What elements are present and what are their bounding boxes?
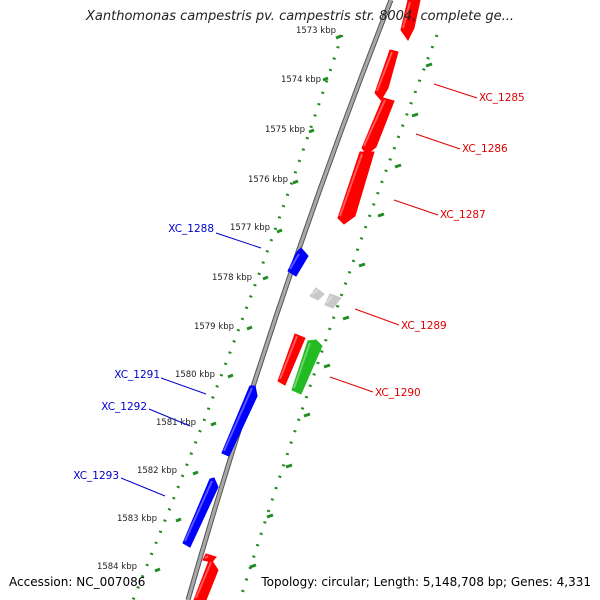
scale-label-layer: 1573 kbp 1574 kbp 1575 kbp 1576 kbp 1577 kbp… [97,26,336,572]
gene-arrow-unlabeled[interactable] [202,553,217,563]
scale-label: 1578 kbp [212,273,252,283]
gene-label-xc-1285[interactable]: XC_1285 [479,92,525,104]
scale-label: 1584 kbp [97,562,137,572]
gene-label-xc-1286[interactable]: XC_1286 [462,143,508,155]
gene-label-layer[interactable]: XC_1285 XC_1286 XC_1287 XC_1288 XC_1289 XC_12… [73,83,525,497]
major-tick [246,325,253,331]
major-tick [394,163,402,169]
scale-label: 1577 kbp [230,223,270,233]
gene-arrow-xc-1289[interactable] [309,287,325,301]
genome-backbone-shadow [185,0,394,600]
gene-arrow-xc-1285-highlight [376,51,393,92]
scale-label: 1576 kbp [248,175,288,185]
gene-label-xc-1288[interactable]: XC_1288 [168,223,214,235]
gene-arrow-unlabeled[interactable] [193,556,219,600]
gene-arrow-xc-1289-highlight [311,289,319,295]
backbone-layer [185,0,394,600]
gene-arrow-xc-1293[interactable] [182,477,219,548]
gene-arrow-unlabeled-highlight [279,335,298,380]
summary-text: Topology: circular; Length: 5,148,708 bp… [261,575,591,589]
leader-line-xc-1289 [354,308,400,326]
major-tick [303,412,311,418]
leader-line-xc-1285 [433,83,478,99]
gene-arrow-xc-1287-highlight [339,153,363,217]
gene-arrow-xc-1286-highlight [363,99,386,147]
leader-line-xc-1286 [415,133,461,150]
leader-line-xc-1292 [148,408,191,427]
gene-arrow-xc-1288-highlight [289,253,300,270]
major-tick [292,179,299,185]
gene-arrow-xc-1285[interactable] [374,49,399,101]
major-tick [322,76,329,82]
scale-label: 1581 kbp [156,418,196,428]
major-tick [175,517,182,523]
gene-label-xc-1291[interactable]: XC_1291 [114,369,160,381]
major-tick [276,228,283,234]
gene-arrow-xc-1285[interactable] [400,0,421,41]
map-title: Xanthomonas campestris pv. campestris st… [86,9,514,24]
major-tick [377,212,385,218]
accession-text: Accession: NC_007086 [9,575,146,589]
genome-backbone [186,0,393,600]
major-tick [154,567,161,573]
major-tick [323,363,331,369]
gene-layer[interactable] [182,0,421,600]
major-tick [342,315,350,321]
major-tick [335,34,342,40]
gene-arrow-xc-1292[interactable] [221,385,258,457]
gene-arrow-xc-1287[interactable] [337,151,375,225]
leader-line-xc-1293 [120,477,166,497]
major-tick [308,128,315,134]
gene-arrow-xc-1292-highlight [223,387,253,452]
leader-line-xc-1288 [215,232,262,249]
gene-label-xc-1292[interactable]: XC_1292 [101,401,147,413]
gene-arrow-unlabeled-highlight [195,559,213,599]
gene-arrow-xc-1293-highlight [184,480,213,542]
major-tick [262,275,269,281]
gene-label-xc-1293[interactable]: XC_1293 [73,470,119,482]
major-tick [249,563,257,569]
scale-label: 1579 kbp [194,322,234,332]
gene-arrow-unlabeled[interactable] [277,333,306,386]
major-tick [411,112,419,118]
major-tick [192,470,199,476]
leader-line-xc-1291 [160,377,207,395]
gene-arrow-xc-1285-highlight [402,1,411,29]
gene-arrow-xc-1288[interactable] [287,247,309,277]
tick-layer [131,34,439,600]
major-tick [210,421,217,427]
major-tick [425,62,433,68]
scale-label: 1583 kbp [117,514,157,524]
gene-label-xc-1290[interactable]: XC_1290 [375,387,421,399]
gene-arrow-xc-1289-pseudo-highlight [326,295,333,304]
leader-line-xc-1287 [393,199,439,216]
scale-label: 1575 kbp [265,125,305,135]
gene-arrow-xc-1290[interactable] [291,339,323,395]
gene-arrow-xc-1289-pseudo[interactable] [324,293,342,309]
scale-label: 1574 kbp [281,75,321,85]
gene-arrow-xc-1286[interactable] [361,97,395,155]
gene-label-xc-1289[interactable]: XC_1289 [401,320,447,332]
scale-label: 1580 kbp [175,370,215,380]
gene-arrow-xc-1290-highlight [293,342,311,389]
major-tick [285,463,293,469]
scale-label: 1582 kbp [137,466,177,476]
major-tick [227,373,234,379]
leader-line-xc-1290 [329,376,374,393]
scale-label: 1573 kbp [296,26,336,36]
major-tick [266,513,274,519]
major-tick [358,262,366,268]
gene-arrow-unlabeled-highlight [204,555,209,559]
gene-label-xc-1287[interactable]: XC_1287 [440,209,486,221]
inner-tick-track [131,34,344,600]
